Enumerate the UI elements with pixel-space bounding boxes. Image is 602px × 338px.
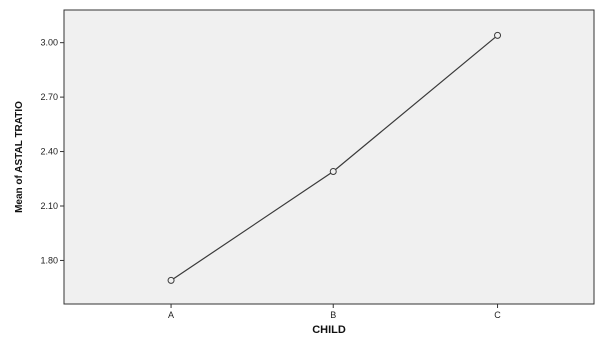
y-axis-title: Mean of ASTAL TRATIO [14, 101, 25, 213]
plot-area [63, 9, 595, 305]
y-tick-label: 2.10 [40, 201, 58, 211]
y-tick-label: 3.00 [40, 38, 58, 48]
data-point-B [329, 168, 337, 176]
x-axis-ticks: A B C [168, 304, 501, 320]
y-tick-label: 1.80 [40, 255, 58, 265]
x-axis-title: CHILD [312, 324, 346, 336]
x-tick-label: B [330, 310, 336, 320]
y-tick-label: 2.70 [40, 92, 58, 102]
data-point-C [494, 31, 502, 39]
y-axis-ticks: 1.80 2.10 2.40 2.70 3.00 [40, 38, 64, 265]
y-tick-label: 2.40 [40, 147, 58, 157]
series-layer [167, 31, 502, 284]
data-point-A [167, 276, 175, 284]
x-tick-label: A [168, 310, 174, 320]
x-tick-label: C [494, 310, 501, 320]
